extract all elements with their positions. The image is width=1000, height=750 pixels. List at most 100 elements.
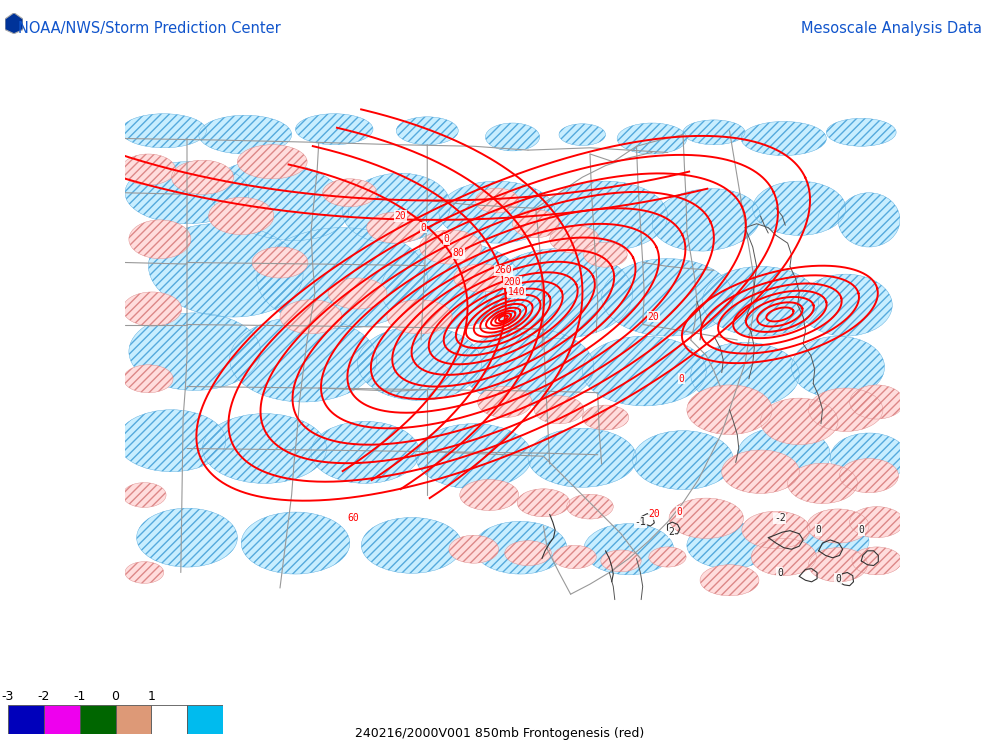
Ellipse shape xyxy=(416,424,532,489)
Ellipse shape xyxy=(361,518,462,573)
Ellipse shape xyxy=(687,522,772,568)
Text: 0: 0 xyxy=(858,525,864,535)
Ellipse shape xyxy=(742,512,810,548)
Ellipse shape xyxy=(528,428,637,488)
Ellipse shape xyxy=(396,117,458,145)
Ellipse shape xyxy=(751,538,816,575)
Ellipse shape xyxy=(826,118,896,146)
Ellipse shape xyxy=(125,562,164,584)
Text: 1: 1 xyxy=(147,690,155,703)
Ellipse shape xyxy=(753,182,846,236)
Ellipse shape xyxy=(652,189,760,251)
Ellipse shape xyxy=(669,498,743,538)
Ellipse shape xyxy=(584,524,674,574)
Ellipse shape xyxy=(683,120,745,145)
Text: 2: 2 xyxy=(668,527,674,537)
Ellipse shape xyxy=(280,300,342,334)
Text: 0: 0 xyxy=(835,574,841,584)
Ellipse shape xyxy=(123,482,166,508)
Ellipse shape xyxy=(567,494,613,519)
Ellipse shape xyxy=(462,328,594,406)
Ellipse shape xyxy=(237,145,307,178)
Text: 60: 60 xyxy=(348,513,360,523)
Ellipse shape xyxy=(123,364,173,393)
Ellipse shape xyxy=(544,182,668,250)
Ellipse shape xyxy=(737,427,830,482)
Ellipse shape xyxy=(211,160,349,241)
Ellipse shape xyxy=(328,278,387,309)
Ellipse shape xyxy=(199,116,292,154)
Ellipse shape xyxy=(850,385,904,419)
Text: -1: -1 xyxy=(635,518,646,527)
Ellipse shape xyxy=(553,545,596,568)
Ellipse shape xyxy=(700,565,759,596)
Text: 200: 200 xyxy=(504,277,521,287)
Text: 80: 80 xyxy=(452,248,464,258)
Ellipse shape xyxy=(367,212,426,243)
Ellipse shape xyxy=(323,178,377,207)
Ellipse shape xyxy=(807,509,869,543)
Ellipse shape xyxy=(123,292,182,326)
Ellipse shape xyxy=(584,242,627,267)
Ellipse shape xyxy=(649,547,686,567)
Text: -2: -2 xyxy=(38,690,50,703)
Ellipse shape xyxy=(121,114,206,148)
Ellipse shape xyxy=(830,433,908,482)
Text: 140: 140 xyxy=(508,287,525,297)
Polygon shape xyxy=(5,13,23,34)
Ellipse shape xyxy=(602,259,733,336)
Ellipse shape xyxy=(722,450,799,494)
Ellipse shape xyxy=(439,182,555,243)
Ellipse shape xyxy=(582,336,706,406)
Ellipse shape xyxy=(121,154,175,185)
Ellipse shape xyxy=(633,430,733,490)
Ellipse shape xyxy=(850,507,904,538)
Ellipse shape xyxy=(474,521,567,574)
Ellipse shape xyxy=(172,160,234,194)
Ellipse shape xyxy=(420,230,482,264)
Ellipse shape xyxy=(202,414,326,484)
Ellipse shape xyxy=(852,547,902,574)
Ellipse shape xyxy=(559,124,606,146)
Text: 0: 0 xyxy=(111,690,120,703)
Ellipse shape xyxy=(702,266,819,336)
Ellipse shape xyxy=(257,228,427,328)
Text: 20: 20 xyxy=(394,211,406,221)
Ellipse shape xyxy=(230,316,377,402)
Ellipse shape xyxy=(241,512,350,574)
Ellipse shape xyxy=(601,550,641,572)
Ellipse shape xyxy=(358,326,482,400)
Ellipse shape xyxy=(517,489,570,517)
Text: 0: 0 xyxy=(777,568,783,578)
Ellipse shape xyxy=(311,422,420,484)
Text: 0: 0 xyxy=(816,525,822,535)
Text: 240216/2000V001 850mb Frontogenesis (red): 240216/2000V001 850mb Frontogenesis (red… xyxy=(355,728,645,740)
Ellipse shape xyxy=(485,123,540,151)
Text: 20: 20 xyxy=(648,312,659,322)
Bar xyxy=(187,705,223,734)
Bar xyxy=(80,705,116,734)
Ellipse shape xyxy=(550,225,599,254)
Ellipse shape xyxy=(617,123,687,154)
Ellipse shape xyxy=(342,173,450,243)
Text: NOAA/NWS/Storm Prediction Center: NOAA/NWS/Storm Prediction Center xyxy=(18,21,281,36)
Bar xyxy=(116,705,151,734)
Text: 0: 0 xyxy=(676,507,682,517)
Ellipse shape xyxy=(799,274,892,336)
Ellipse shape xyxy=(252,247,308,278)
Text: 0: 0 xyxy=(444,234,450,244)
Text: Mesoscale Analysis Data: Mesoscale Analysis Data xyxy=(801,21,982,36)
Bar xyxy=(8,705,44,734)
Ellipse shape xyxy=(454,264,509,292)
Text: -3: -3 xyxy=(2,690,14,703)
Ellipse shape xyxy=(296,114,373,145)
Ellipse shape xyxy=(687,385,772,434)
Ellipse shape xyxy=(809,388,883,431)
Ellipse shape xyxy=(809,548,867,582)
Text: 0: 0 xyxy=(679,374,684,384)
Bar xyxy=(44,705,80,734)
Text: 0: 0 xyxy=(420,223,426,232)
Ellipse shape xyxy=(460,479,519,511)
Ellipse shape xyxy=(475,188,519,213)
Ellipse shape xyxy=(505,541,551,566)
